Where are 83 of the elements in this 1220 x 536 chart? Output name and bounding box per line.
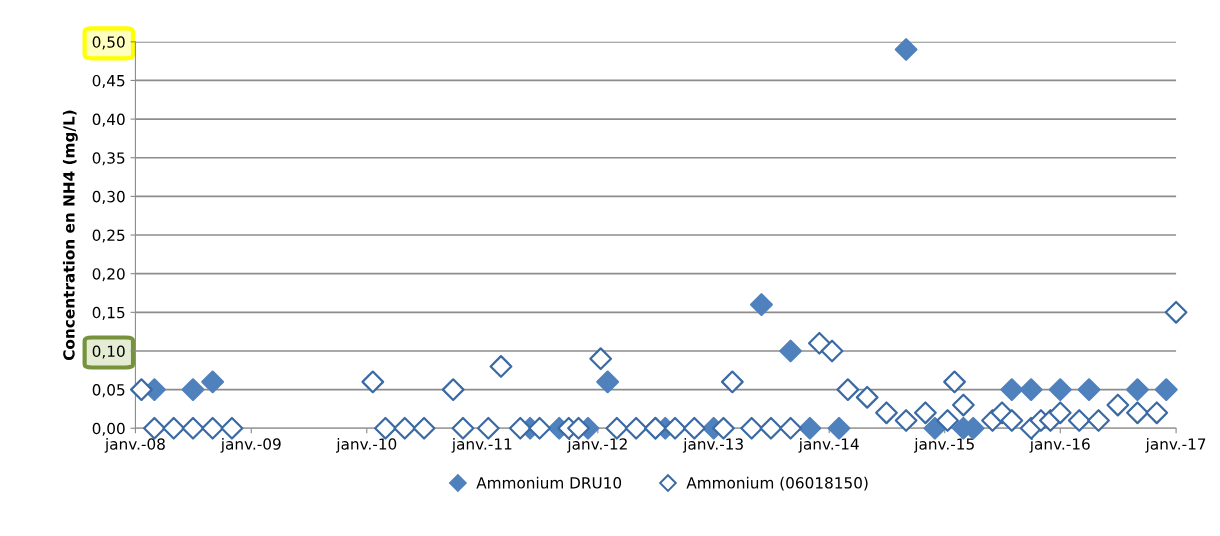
point xyxy=(1077,378,1101,402)
point xyxy=(1067,409,1091,432)
point xyxy=(143,416,166,440)
point xyxy=(663,416,687,440)
point xyxy=(936,409,959,432)
point xyxy=(951,393,975,417)
x-tick-label: janv.-10 xyxy=(336,437,397,453)
point xyxy=(201,416,225,440)
x-tick-label: janv.-09 xyxy=(220,437,281,453)
point xyxy=(441,378,465,402)
point xyxy=(720,370,744,394)
point xyxy=(894,409,918,432)
x-tick-label: janv.-16 xyxy=(1029,437,1090,453)
x-tick-label: janv.-08 xyxy=(104,437,165,453)
point xyxy=(923,416,947,440)
point xyxy=(201,370,225,394)
y-tick-label: 0,15 xyxy=(92,306,125,320)
point xyxy=(779,339,802,363)
point xyxy=(220,416,244,440)
point xyxy=(624,416,648,440)
point xyxy=(1000,409,1024,432)
point xyxy=(181,416,205,440)
point xyxy=(1145,401,1169,425)
y-tick-label: 0,50 xyxy=(92,36,125,50)
x-tick-label: janv.-11 xyxy=(451,437,512,453)
point xyxy=(894,38,918,61)
point xyxy=(1106,393,1130,417)
point xyxy=(412,416,436,440)
point xyxy=(750,293,773,317)
legend-label: Ammonium DRU10 xyxy=(476,476,622,489)
point xyxy=(836,378,860,402)
point xyxy=(855,385,879,409)
y-tick-label: 0,40 xyxy=(92,113,125,127)
point xyxy=(1048,378,1072,402)
y-tick-label: 0,20 xyxy=(92,268,125,282)
point xyxy=(476,416,500,440)
x-tick-label: janv.-15 xyxy=(913,437,974,453)
y-tick-label: 0,30 xyxy=(92,190,125,204)
y-tick-label: 0,00 xyxy=(92,422,125,436)
point xyxy=(162,416,186,440)
x-tick-label: janv.-14 xyxy=(798,437,859,453)
point xyxy=(1126,378,1149,402)
y-tick-label: 0,05 xyxy=(92,384,125,398)
y-axis-title: Concentration en NH4 (mg/L) xyxy=(62,110,78,361)
point xyxy=(596,370,620,394)
point xyxy=(943,370,966,394)
x-tick-label: janv.-12 xyxy=(567,437,627,453)
point xyxy=(1164,300,1188,324)
point xyxy=(1000,378,1024,402)
point xyxy=(1048,401,1072,425)
point xyxy=(682,416,706,440)
point xyxy=(1087,409,1110,432)
point xyxy=(567,416,590,440)
point xyxy=(451,416,475,440)
point xyxy=(508,416,532,440)
point xyxy=(827,416,851,440)
point xyxy=(1154,378,1178,402)
point xyxy=(361,370,385,394)
point xyxy=(181,378,205,402)
x-tick-label: janv.-17 xyxy=(1145,437,1206,453)
point xyxy=(1019,378,1043,402)
point xyxy=(374,416,397,440)
y-tick-label: 0,45 xyxy=(92,74,125,89)
point xyxy=(605,416,629,440)
point xyxy=(589,347,613,371)
y-tick-label: 0,10 xyxy=(92,345,125,359)
legend-label: Ammonium (06018150) xyxy=(686,476,868,491)
point xyxy=(779,416,802,440)
point xyxy=(759,416,783,440)
point xyxy=(740,416,764,440)
point xyxy=(798,416,822,440)
point xyxy=(875,401,898,425)
point xyxy=(528,416,551,440)
y-tick-label: 0,35 xyxy=(92,152,125,166)
point xyxy=(1126,401,1149,425)
point xyxy=(393,416,417,440)
point xyxy=(130,378,153,402)
point xyxy=(914,401,937,425)
x-tick-label: janv.-13 xyxy=(682,437,743,453)
y-tick-label: 0,25 xyxy=(92,229,125,243)
point xyxy=(820,339,844,363)
point xyxy=(489,355,513,378)
point xyxy=(712,416,735,440)
